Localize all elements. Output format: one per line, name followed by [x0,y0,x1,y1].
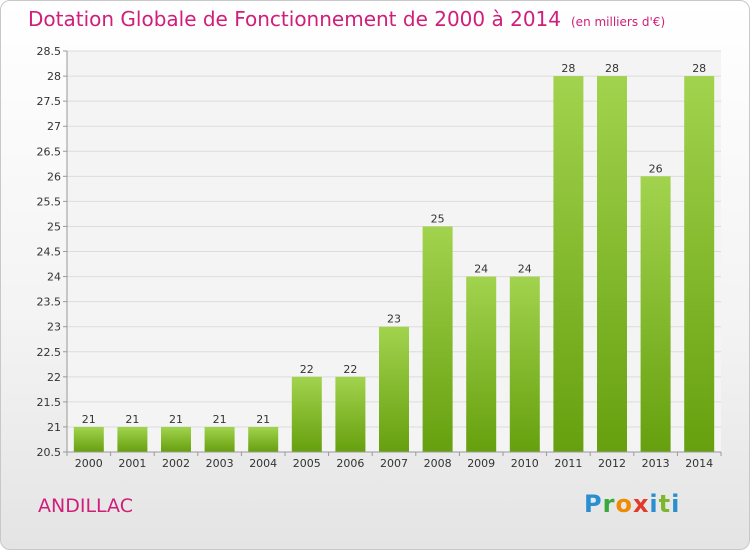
y-tick-label: 20.5 [37,446,62,459]
x-tick-label: 2008 [424,457,452,470]
x-tick-label: 2013 [642,457,670,470]
y-tick-label: 28 [47,70,61,83]
y-tick-label: 23 [47,321,61,334]
data-label-2010: 24 [518,263,532,276]
bar-2000 [73,426,104,452]
bar-2007 [379,326,409,452]
x-tick-label: 2006 [336,457,364,470]
unit-label: (en milliers d'€) [571,15,666,29]
bar-2009 [466,276,497,452]
data-label-2007: 23 [387,313,401,326]
bar-2001 [117,426,148,452]
bar-2005 [291,376,322,452]
y-tick-label: 25.5 [37,195,62,208]
commune-name: ANDILLAC [38,495,133,517]
data-label-2006: 22 [343,363,357,376]
data-label-2011: 28 [561,62,575,75]
y-tick-label: 28.5 [37,45,62,58]
data-label-2014: 28 [692,62,706,75]
x-tick-label: 2001 [118,457,146,470]
bar-2011 [553,76,584,452]
x-tick-label: 2007 [380,457,408,470]
data-label-2009: 24 [474,263,488,276]
data-label-2001: 21 [125,413,139,426]
chart-title: Dotation Globale de Fonctionnement de 20… [28,7,665,31]
data-label-2012: 28 [605,62,619,75]
bar-2003 [204,426,235,452]
x-tick-label: 2004 [249,457,277,470]
bar-2004 [248,426,279,452]
x-tick-label: 2009 [467,457,495,470]
y-tick-label: 26 [47,170,61,183]
x-tick-label: 2012 [598,457,626,470]
data-label-2008: 25 [431,212,445,225]
data-label-2000: 21 [82,413,96,426]
y-tick-label: 21 [47,421,61,434]
y-tick-label: 24.5 [37,246,62,259]
y-tick-label: 27.5 [37,95,62,108]
data-label-2005: 22 [300,363,314,376]
y-tick-label: 22.5 [37,346,62,359]
x-tick-label: 2005 [293,457,321,470]
y-tick-label: 24 [47,271,61,284]
proxiti-logo[interactable]: Proxiti [584,490,681,518]
x-tick-label: 2000 [75,457,103,470]
data-label-2003: 21 [213,413,227,426]
bar-2014 [684,76,715,452]
x-tick-label: 2002 [162,457,190,470]
bar-2006 [335,376,366,452]
bar-2008 [422,226,453,452]
data-label-2013: 26 [649,162,663,175]
data-label-2002: 21 [169,413,183,426]
y-tick-label: 21.5 [37,396,62,409]
y-tick-label: 26.5 [37,145,62,158]
x-tick-label: 2003 [206,457,234,470]
bar-2010 [509,276,540,452]
x-tick-label: 2014 [685,457,713,470]
axis-layer: 20.5 21 21.5 22 22.5 23 23.5 24 24.5 25 25.5 26 26.5… [37,45,722,470]
chart-title-text: Dotation Globale de Fonctionnement de 20… [28,7,561,31]
bar-2002 [161,426,191,452]
bar-2013 [640,176,671,452]
x-tick-label: 2011 [554,457,582,470]
bar-2012 [597,76,627,452]
bar-layer: 21 21 21 21 21 22 22 23 25 24 24 28 28 26 28 [73,62,715,452]
y-tick-label: 27 [47,120,61,133]
data-label-2004: 21 [256,413,270,426]
y-tick-label: 23.5 [37,296,62,309]
y-tick-label: 22 [47,371,61,384]
y-tick-label: 25 [47,220,61,233]
x-tick-label: 2010 [511,457,539,470]
